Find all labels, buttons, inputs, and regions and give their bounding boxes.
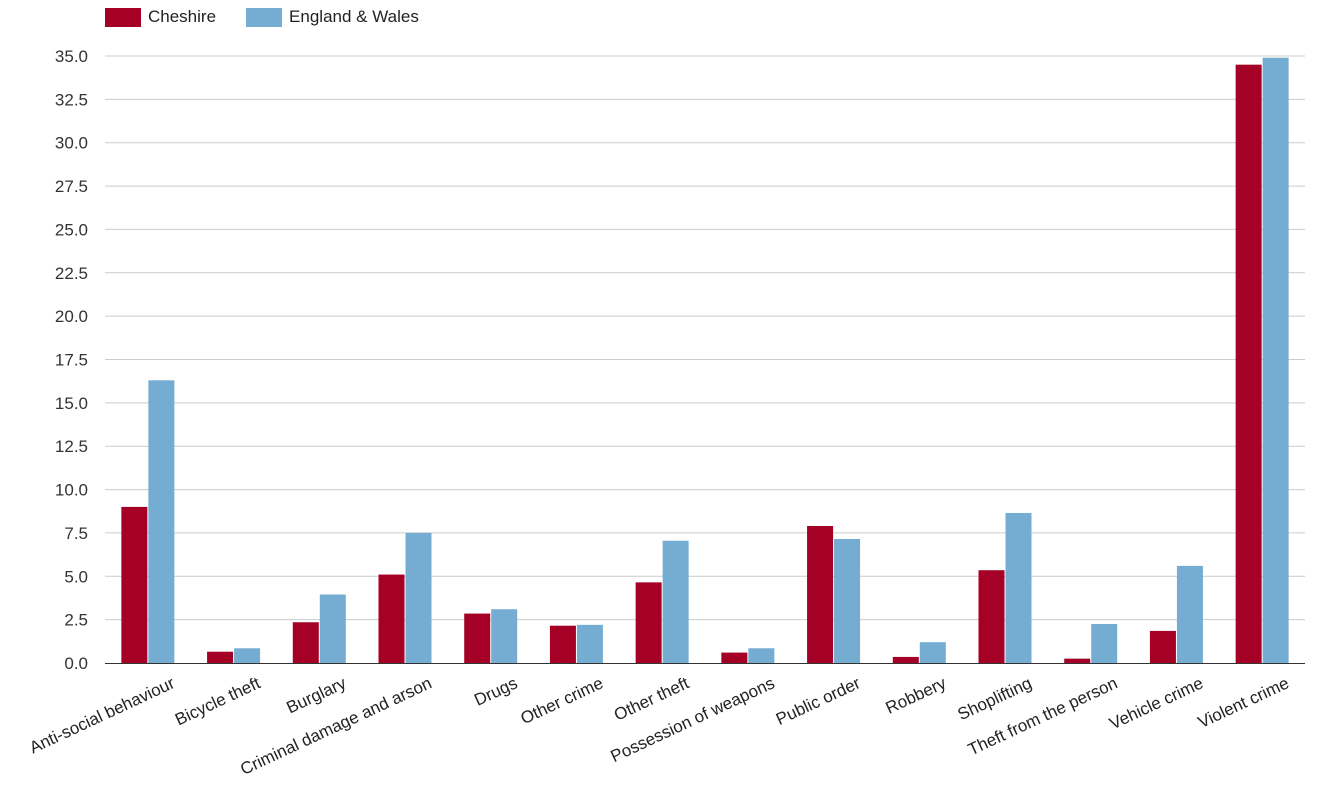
- bar-cheshire-burglary[interactable]: [292, 622, 319, 663]
- y-tick-label: 12.5: [55, 437, 88, 456]
- y-tick-label: 20.0: [55, 307, 88, 326]
- bar-cheshire-criminal-damage-and-arson[interactable]: [378, 574, 405, 663]
- y-tick-label: 0.0: [64, 654, 88, 673]
- bar-england-and-wales-bicycle-theft[interactable]: [234, 648, 261, 663]
- y-tick-label: 25.0: [55, 220, 88, 239]
- y-tick-label: 5.0: [64, 567, 88, 586]
- x-tick-label-public-order: Public order: [773, 673, 864, 729]
- bar-cheshire-public-order[interactable]: [807, 525, 834, 663]
- bar-cheshire-shoplifting[interactable]: [978, 570, 1005, 663]
- y-tick-label: 27.5: [55, 177, 88, 196]
- y-tick-label: 7.5: [64, 524, 88, 543]
- bar-england-and-wales-anti-social-behaviour[interactable]: [148, 380, 175, 663]
- legend-label-cheshire: Cheshire: [148, 7, 217, 26]
- bar-cheshire-drugs[interactable]: [464, 613, 491, 663]
- y-tick-label: 2.5: [64, 611, 88, 630]
- y-tick-label: 10.0: [55, 481, 88, 500]
- bar-cheshire-robbery[interactable]: [892, 656, 919, 663]
- bar-england-and-wales-vehicle-crime[interactable]: [1176, 565, 1203, 663]
- bars: [121, 57, 1289, 663]
- bar-cheshire-other-crime[interactable]: [549, 625, 576, 663]
- x-tick-label-bicycle-theft: Bicycle theft: [172, 673, 263, 729]
- legend-item-cheshire[interactable]: Cheshire: [105, 7, 216, 27]
- y-tick-label: 32.5: [55, 90, 88, 109]
- legend-swatch-england-wales: [246, 7, 283, 27]
- gridlines: [105, 55, 1305, 621]
- legend: Cheshire England & Wales: [105, 7, 419, 27]
- bar-england-and-wales-possession-of-weapons[interactable]: [748, 648, 775, 663]
- bar-cheshire-vehicle-crime[interactable]: [1149, 630, 1176, 663]
- y-tick-label: 35.0: [55, 47, 88, 66]
- bar-england-and-wales-public-order[interactable]: [834, 538, 861, 663]
- legend-swatch-cheshire: [105, 7, 141, 27]
- x-tick-label-theft-from-the-person: Theft from the person: [965, 673, 1120, 759]
- bar-england-and-wales-shoplifting[interactable]: [1005, 512, 1032, 663]
- y-axis-ticks: 0.0 2.5 5.0 7.5 10.0 12.5 15.0 17.5 20.0 22.5 25.0…: [55, 47, 88, 673]
- bar-cheshire-possession-of-weapons[interactable]: [721, 652, 748, 663]
- bar-england-and-wales-robbery[interactable]: [919, 642, 946, 663]
- bar-england-and-wales-other-crime[interactable]: [576, 624, 603, 663]
- x-tick-label-anti-social-behaviour: Anti-social behaviour: [26, 673, 177, 757]
- bar-england-and-wales-other-theft[interactable]: [662, 540, 689, 663]
- x-tick-label-robbery: Robbery: [883, 673, 950, 718]
- bar-england-and-wales-violent-crime[interactable]: [1262, 57, 1289, 663]
- legend-item-england-wales[interactable]: England & Wales: [246, 7, 419, 27]
- x-tick-label-violent-crime: Violent crime: [1195, 673, 1292, 732]
- x-tick-label-drugs: Drugs: [471, 673, 520, 709]
- y-tick-label: 15.0: [55, 394, 88, 413]
- bar-england-and-wales-burglary[interactable]: [319, 594, 346, 663]
- bar-cheshire-anti-social-behaviour[interactable]: [121, 506, 148, 663]
- y-tick-label: 17.5: [55, 351, 88, 370]
- x-tick-label-vehicle-crime: Vehicle crime: [1106, 673, 1206, 733]
- y-tick-label: 30.0: [55, 134, 88, 153]
- x-tick-label-other-crime: Other crime: [518, 673, 607, 728]
- legend-label-england-wales: England & Wales: [289, 7, 419, 26]
- x-tick-label-burglary: Burglary: [284, 673, 350, 717]
- bar-cheshire-bicycle-theft[interactable]: [207, 651, 234, 663]
- y-tick-label: 22.5: [55, 264, 88, 283]
- bar-cheshire-other-theft[interactable]: [635, 582, 662, 663]
- bar-cheshire-violent-crime[interactable]: [1235, 64, 1262, 663]
- bar-cheshire-theft-from-the-person[interactable]: [1064, 658, 1091, 663]
- x-tick-label-possession-of-weapons: Possession of weapons: [608, 673, 778, 766]
- bar-england-and-wales-criminal-damage-and-arson[interactable]: [405, 532, 432, 663]
- bar-england-and-wales-drugs[interactable]: [491, 609, 518, 663]
- bar-england-and-wales-theft-from-the-person[interactable]: [1091, 623, 1118, 663]
